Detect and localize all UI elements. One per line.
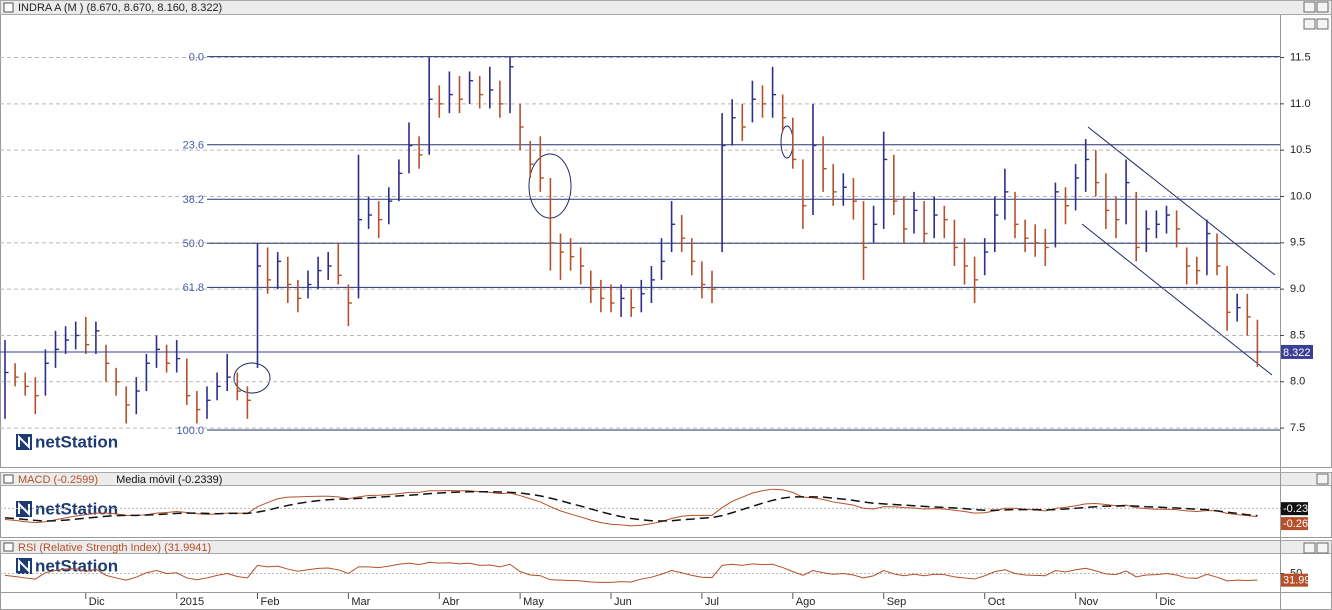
window-icon[interactable] [3, 474, 14, 484]
x-tick-label: 2015 [180, 596, 204, 608]
y-tick-label: 8.5 [1290, 329, 1305, 341]
y-tick-label: 9.0 [1290, 283, 1305, 295]
last-value-box [1281, 502, 1308, 516]
fibonacci-label: 50.0 [183, 238, 204, 250]
svg-text:netStation: netStation [35, 432, 118, 451]
x-tick-label: Abr [442, 596, 459, 608]
last-value-label: -0.23 [1283, 503, 1308, 515]
fibonacci-label: 61.8 [183, 282, 204, 294]
y-tick-label: 11.5 [1290, 51, 1311, 63]
y-tick-label: 8.0 [1290, 376, 1305, 388]
x-tick-label: Jun [614, 596, 632, 608]
x-tick-label: Sep [887, 596, 907, 608]
window-icon[interactable] [3, 2, 14, 13]
fibonacci-label: 0.0 [189, 52, 204, 64]
y-tick-label: 11.0 [1290, 98, 1311, 110]
last-value-box [1281, 517, 1308, 531]
logo: netStation [16, 556, 118, 575]
annotation-ellipse [233, 362, 271, 394]
y-tick-label: 10.5 [1290, 144, 1311, 156]
channel-line [1081, 223, 1273, 376]
x-tick-label: Mar [351, 596, 370, 608]
x-tick-label: Dic [89, 596, 105, 608]
minimize-button[interactable] [1303, 1, 1316, 13]
legend-entry: MACD (-0.2599) [18, 474, 98, 486]
indicator-line [4, 561, 1258, 583]
x-tick-label: Jul [705, 596, 719, 608]
logo: netStation [16, 432, 118, 451]
svg-text:netStation: netStation [35, 499, 118, 518]
x-tick-label: Ago [796, 596, 816, 608]
legend-entry: Media móvil (-0.2339) [116, 474, 222, 486]
x-tick-label: Feb [261, 596, 280, 608]
fibonacci-label: 100.0 [176, 425, 204, 437]
y-tick-label: 9.5 [1290, 237, 1305, 249]
minimize-button[interactable] [1303, 542, 1316, 554]
y-tick-label: 7.5 [1290, 422, 1305, 434]
indicator-line [4, 490, 1258, 522]
price-panel [0, 0, 1332, 468]
maximize-button[interactable] [1316, 1, 1329, 13]
close-button[interactable] [1316, 18, 1329, 30]
minimize-button[interactable] [1303, 18, 1316, 30]
channel-line [1087, 126, 1276, 276]
close-button[interactable] [1316, 542, 1329, 554]
last-value-box [1281, 573, 1308, 587]
logo: netStation [16, 499, 118, 518]
legend-entry: RSI (Relative Strength Index) (31.9941) [18, 542, 211, 554]
x-tick-label: Dic [1159, 596, 1175, 608]
chart-title: INDRA A (M ) (8.670, 8.670, 8.160, 8.322… [18, 2, 222, 14]
y-tick-label: 10.0 [1290, 190, 1311, 202]
last-price-label: 8.322 [1283, 347, 1311, 359]
last-price-box [1281, 344, 1313, 359]
maximize-button[interactable] [1316, 473, 1329, 485]
last-value-label: 31.99 [1283, 575, 1311, 587]
window-icon[interactable] [3, 542, 14, 552]
x-tick-label: Nov [1079, 596, 1099, 608]
x-tick-label: Oct [988, 596, 1005, 608]
x-tick-label: May [523, 596, 544, 608]
fibonacci-label: 38.2 [183, 194, 204, 206]
fibonacci-label: 23.6 [183, 140, 204, 152]
last-value-label: -0.26 [1283, 518, 1308, 530]
